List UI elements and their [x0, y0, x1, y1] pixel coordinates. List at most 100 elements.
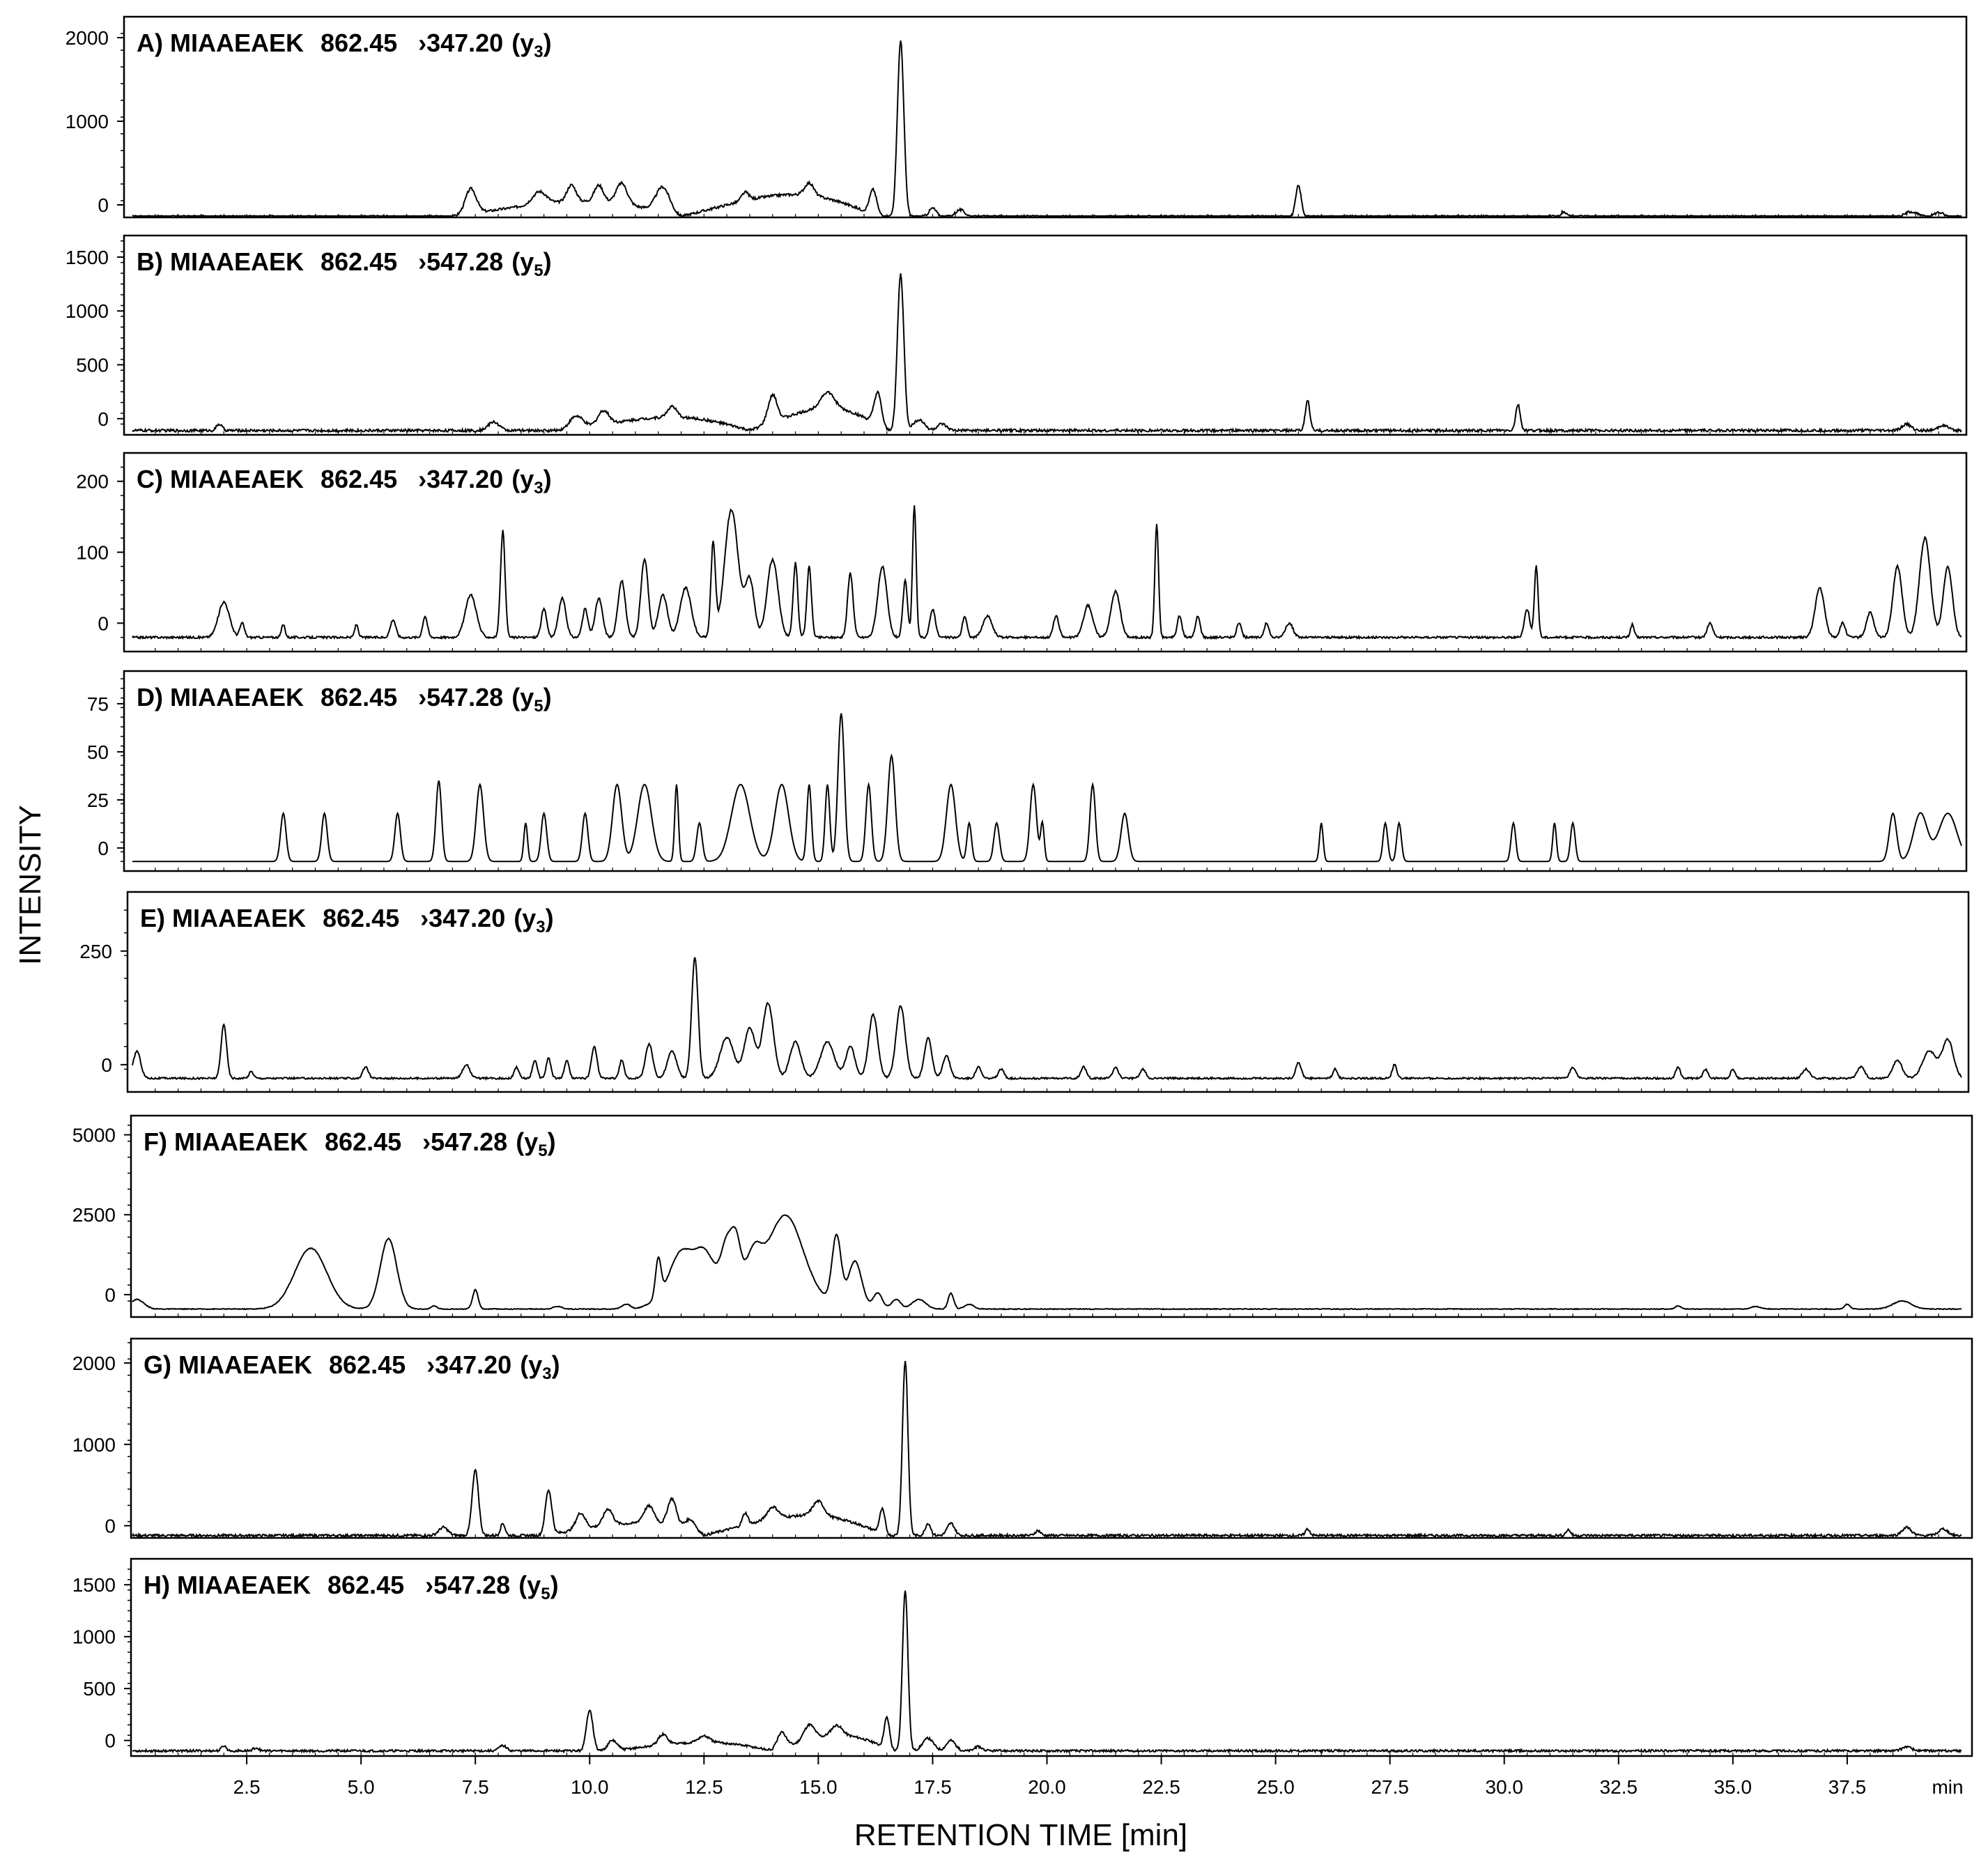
- y-tick-label: 0: [101, 1054, 112, 1076]
- series-trace: [132, 957, 1962, 1081]
- series-trace: [132, 1214, 1962, 1311]
- series-trace: [132, 713, 1962, 863]
- y-tick-label: 1000: [72, 1434, 116, 1456]
- y-tick-label: 500: [76, 355, 109, 376]
- x-tick-label: 20.0: [1028, 1776, 1066, 1798]
- ion-type: (y: [518, 1571, 541, 1599]
- y-tick-label: 2000: [66, 27, 109, 49]
- ion-close: ): [550, 1571, 559, 1599]
- panel-title: C) MIAAEAEK 862.45 ›347.20 (y3): [137, 465, 552, 498]
- series-trace: [132, 1590, 1962, 1755]
- x-tick-label: 12.5: [685, 1776, 723, 1798]
- panel-frame: [130, 1337, 1973, 1539]
- ion-type: (y: [511, 247, 534, 276]
- panel-frame: [123, 670, 1968, 872]
- panel-label: B) MIAAEAEK: [137, 247, 304, 276]
- panel-frame: [123, 234, 1968, 436]
- product-mz: ›547.28: [425, 1571, 510, 1599]
- y-tick-label: 50: [87, 741, 109, 763]
- y-tick-label: 0: [105, 1730, 116, 1752]
- ion-number: 5: [541, 1585, 550, 1603]
- x-tick-label: 27.5: [1371, 1776, 1409, 1798]
- ion-number: 3: [534, 43, 543, 61]
- ion-close: ): [544, 29, 552, 57]
- ion-number: 5: [534, 697, 543, 716]
- panel-f: 5000 2500 0 F) MIAAEAEK 862.45 ›547.28 (y5): [72, 1114, 1973, 1318]
- x-axis: 2.5 5.0 7.5 10.0 12.5 15.0 17.5 20.0 22.5 25.0 27.…: [233, 1756, 1964, 1798]
- ion-close: ): [548, 1127, 556, 1156]
- panel-h: 1500 1000 500 0 H) MIAAEAEK 862.45 ›547.28 (y5): [72, 1557, 1973, 1757]
- series-trace: [132, 40, 1962, 218]
- panel-g: 2000 1000 0 G) MIAAEAEK 862.45 ›347.20 (y3): [72, 1337, 1973, 1539]
- ion-type: (y: [516, 1127, 538, 1156]
- product-mz: ›547.28: [422, 1127, 507, 1156]
- x-tick-label: 32.5: [1600, 1776, 1638, 1798]
- ion-close: ): [552, 1350, 560, 1379]
- ion-number: 3: [536, 918, 545, 937]
- ion-type: (y: [520, 1350, 542, 1379]
- precursor-mz: 862.45: [321, 683, 397, 711]
- ion-close: ): [544, 465, 552, 493]
- product-mz: ›347.20: [418, 29, 503, 57]
- panel-c: 200 100 0 C) MIAAEAEK 862.45 ›347.20 (y3): [76, 452, 1968, 653]
- series-trace: [132, 273, 1962, 434]
- panel-label: H) MIAAEAEK: [144, 1571, 311, 1599]
- product-mz: ›347.20: [420, 904, 505, 932]
- ion-number: 5: [538, 1141, 547, 1160]
- panel-title: A) MIAAEAEK 862.45 ›347.20 (y3): [137, 29, 552, 61]
- y-tick-label: 1500: [72, 1574, 116, 1596]
- precursor-mz: 862.45: [321, 465, 397, 493]
- series-trace: [132, 1360, 1962, 1539]
- panel-e: 250 0 E) MIAAEAEK 862.45 ›347.20 (y3): [79, 891, 1970, 1093]
- y-tick-label: 1000: [66, 300, 109, 322]
- ion-type: (y: [511, 465, 534, 493]
- y-tick-label: 500: [83, 1678, 116, 1700]
- x-tick-label: 22.5: [1142, 1776, 1180, 1798]
- panel-label: G) MIAAEAEK: [144, 1350, 312, 1379]
- panel-label: F) MIAAEAEK: [144, 1127, 308, 1156]
- ion-number: 3: [534, 479, 543, 498]
- precursor-mz: 862.45: [329, 1350, 406, 1379]
- y-tick-label: 2000: [72, 1353, 116, 1374]
- y-tick-label: 0: [98, 613, 109, 634]
- x-tick-label: 10.0: [571, 1776, 609, 1798]
- product-mz: ›547.28: [418, 683, 503, 711]
- y-tick-label: 0: [98, 194, 109, 216]
- panel-a: 2000 1000 0 A) MIAAEAEK 862.45 ›347.20 (y3): [66, 15, 1968, 219]
- panel-label: C) MIAAEAEK: [137, 465, 304, 493]
- y-tick-label: 1500: [66, 247, 109, 268]
- precursor-mz: 862.45: [321, 247, 397, 276]
- panel-label: E) MIAAEAEK: [140, 904, 306, 932]
- panel-frame: [126, 891, 1970, 1093]
- panel-b: 1500 1000 500 0 B) MIAAEAEK 862.45 ›547.28 (y5): [66, 234, 1968, 436]
- y-tick-label: 75: [87, 693, 109, 715]
- x-axis-title: RETENTION TIME [min]: [854, 1818, 1187, 1852]
- y-tick-label: 1000: [66, 111, 109, 132]
- y-tick-label: 0: [105, 1284, 116, 1306]
- product-mz: ›347.20: [418, 465, 503, 493]
- panel-frame: [123, 452, 1968, 653]
- panel-label: A) MIAAEAEK: [137, 29, 304, 57]
- y-tick-label: 2500: [72, 1204, 116, 1226]
- x-tick-label: 15.0: [799, 1776, 838, 1798]
- ion-type: (y: [511, 29, 534, 57]
- y-tick-label: 100: [76, 542, 109, 564]
- panel-title: D) MIAAEAEK 862.45 ›547.28 (y5): [137, 683, 552, 716]
- x-tick-label: 2.5: [233, 1776, 261, 1798]
- panel-label: D) MIAAEAEK: [137, 683, 304, 711]
- panel-title: E) MIAAEAEK 862.45 ›347.20 (y3): [140, 904, 554, 937]
- y-tick-label: 1000: [72, 1626, 116, 1648]
- ion-close: ): [544, 247, 552, 276]
- x-tick-label: 35.0: [1714, 1776, 1752, 1798]
- y-tick-label: 25: [87, 790, 109, 811]
- product-mz: ›547.28: [418, 247, 503, 276]
- y-tick-label: 200: [76, 471, 109, 493]
- panel-frame: [130, 1114, 1973, 1318]
- panel-title: B) MIAAEAEK 862.45 ›547.28 (y5): [137, 247, 552, 280]
- y-tick-label: 0: [105, 1515, 116, 1537]
- x-tick-label: 5.0: [348, 1776, 375, 1798]
- ion-number: 3: [542, 1364, 551, 1383]
- x-tick-label: 37.5: [1828, 1776, 1867, 1798]
